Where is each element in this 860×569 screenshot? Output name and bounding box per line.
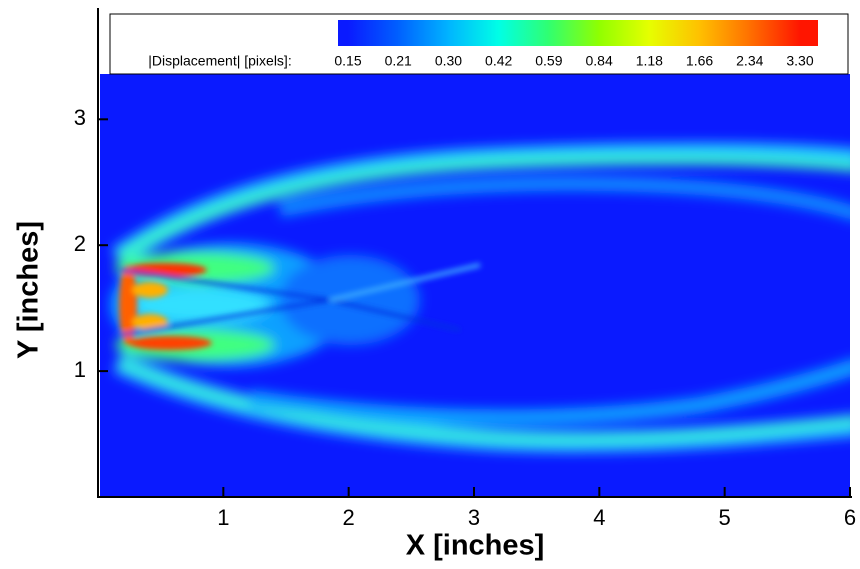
field (110, 142, 850, 453)
x-tick-label: 5 (719, 505, 731, 530)
x-tick-label: 2 (343, 505, 355, 530)
x-tick-label: 3 (468, 505, 480, 530)
x-tick-label: 1 (217, 505, 229, 530)
colorbar-tick-label: 3.30 (786, 53, 813, 69)
y-tick-label: 2 (74, 231, 86, 256)
colorbar-segment (448, 20, 499, 46)
y-tick-label: 1 (74, 357, 86, 382)
colorbar-segment (498, 20, 550, 46)
colorbar-tick-label: 1.66 (686, 53, 713, 69)
colorbar-tick-label: 0.15 (334, 53, 361, 69)
x-tick-label: 4 (593, 505, 605, 530)
colorbar-segment (749, 20, 801, 46)
colorbar-cap (800, 20, 818, 46)
colorbar-tick-label: 2.34 (736, 53, 763, 69)
y-axis-title: Y [inches] (13, 221, 45, 359)
colorbar-tick-label: 0.59 (535, 53, 562, 69)
colorbar-tick-label: 0.42 (485, 53, 512, 69)
x-axis-title: X [inches] (406, 530, 545, 562)
colorbar-label: |Displacement| [pixels]: (148, 53, 291, 69)
y-tick-label: 3 (74, 105, 86, 130)
colorbar-segment (397, 20, 449, 46)
colorbar-segment (548, 20, 600, 46)
colorbar-tick-label: 0.30 (435, 53, 462, 69)
colorbar-segment (699, 20, 751, 46)
colorbar-segment (598, 20, 650, 46)
colorbar-segment (347, 20, 399, 46)
colorbar-tick-label: 0.21 (385, 53, 412, 69)
x-tick-label: 6 (844, 505, 856, 530)
colorbar-segment (649, 20, 700, 46)
colorbar-cap (338, 20, 348, 46)
colorbar-tick-label: 1.18 (636, 53, 663, 69)
colorbar-tick-label: 0.84 (585, 53, 612, 69)
